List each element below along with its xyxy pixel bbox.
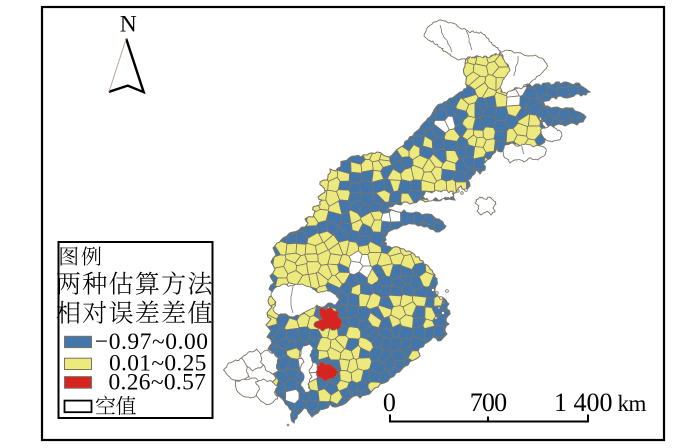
svg-text:−0.97~0.00: −0.97~0.00 [95,329,209,355]
svg-text:700: 700 [470,388,507,417]
svg-text:0.01~0.25: 0.01~0.25 [109,351,207,377]
svg-text:N: N [120,12,137,38]
svg-text:km: km [618,391,647,416]
svg-text:1 400: 1 400 [554,388,613,417]
svg-text:0: 0 [383,388,396,417]
svg-text:0.26~0.57: 0.26~0.57 [109,370,207,396]
